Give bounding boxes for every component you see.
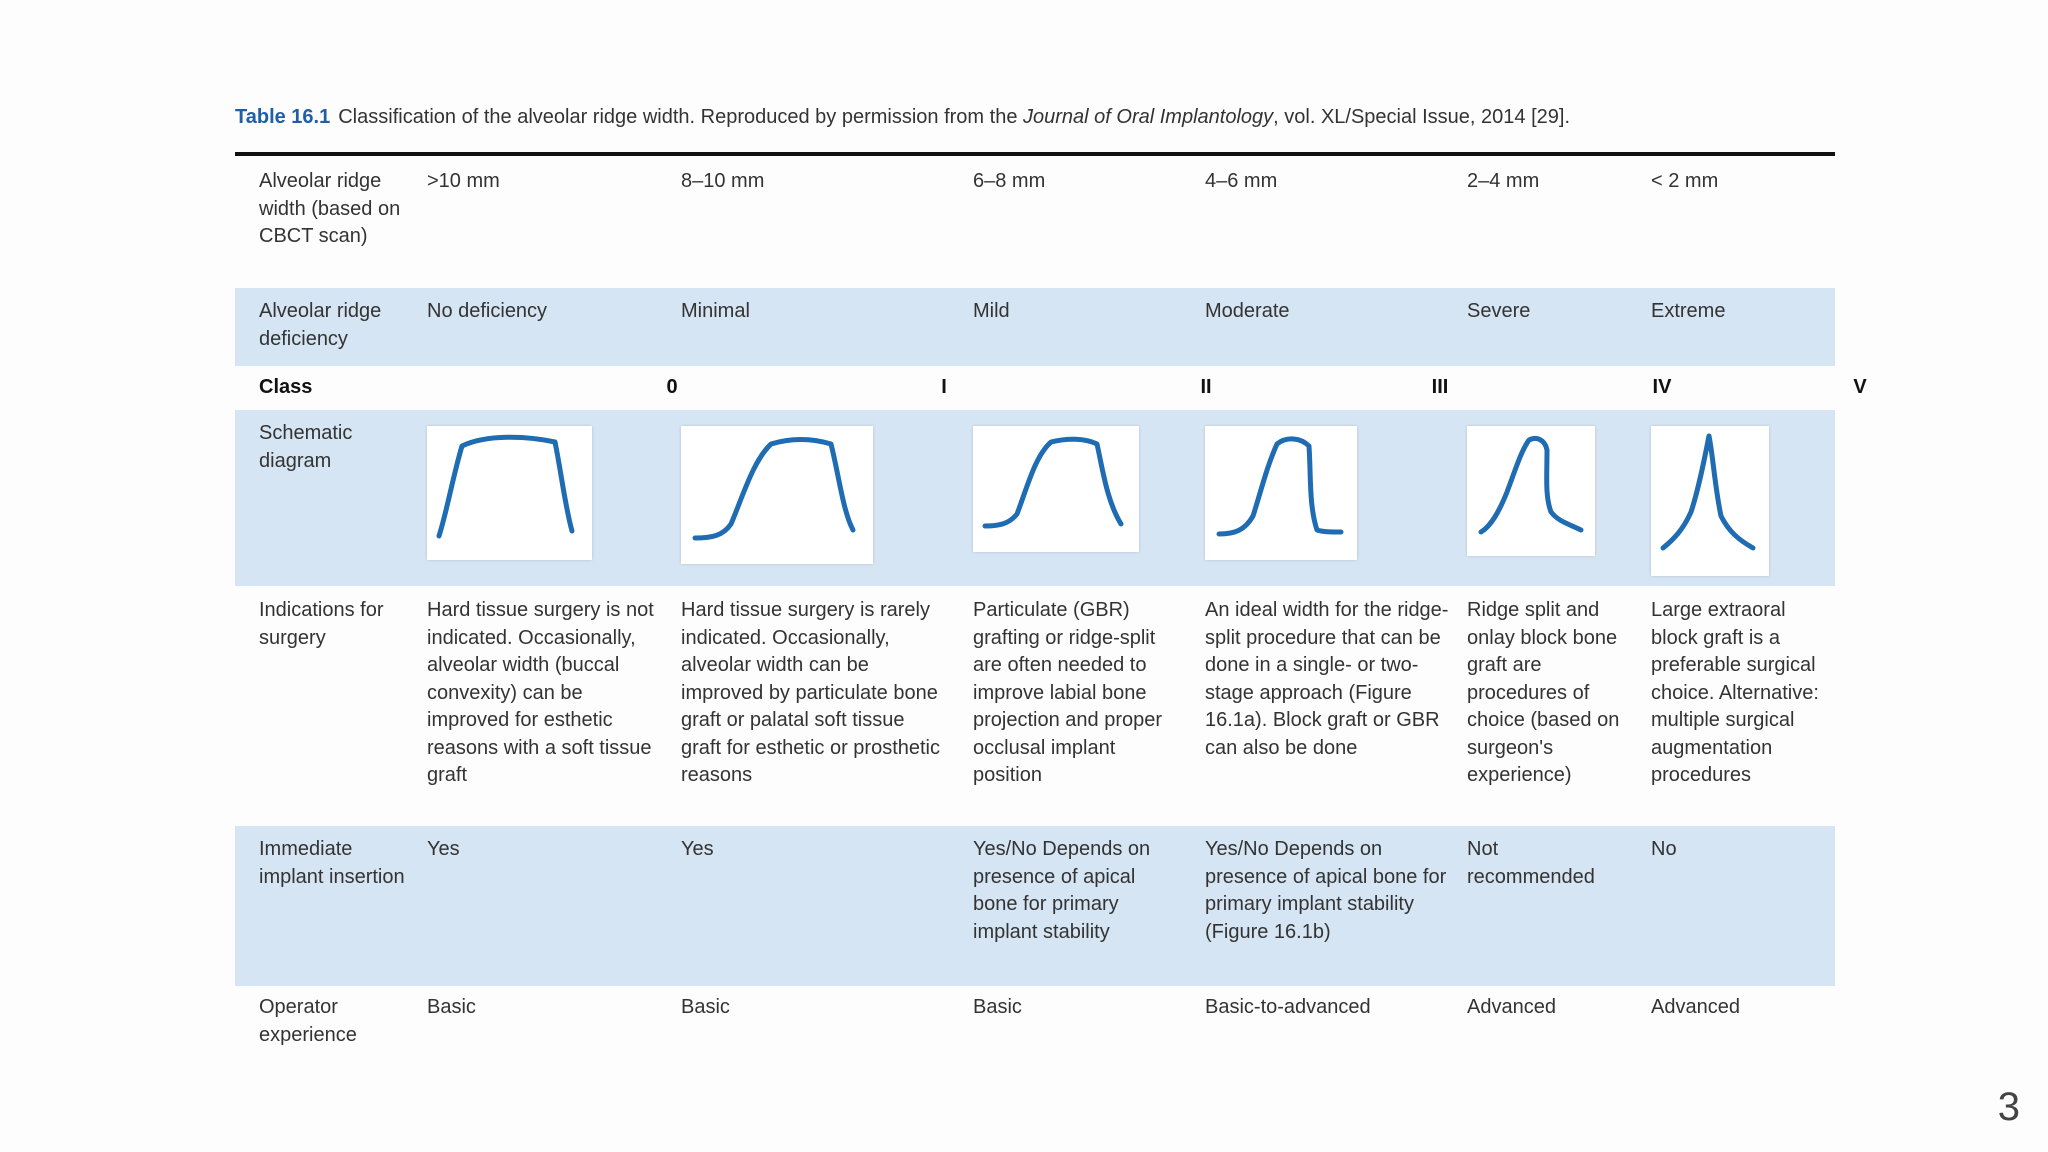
row-header: Schematic diagram <box>259 422 353 472</box>
table-cell: 2–4 mm <box>1467 170 1540 192</box>
table-cell: No <box>1651 838 1677 860</box>
table-cell: 4–6 mm <box>1205 170 1278 192</box>
table-cell: Yes <box>681 838 714 860</box>
table-cell: 8–10 mm <box>681 170 765 192</box>
row-class: Class 0 I II III IV V <box>235 366 1867 410</box>
ridge-class-III-icon <box>1205 426 1357 560</box>
ridge-class-I-icon <box>681 426 873 564</box>
caption-journal: Journal of Oral Implantology <box>1023 106 1274 128</box>
table-cell: < 2 mm <box>1651 170 1719 192</box>
table-cell: Yes <box>427 838 460 860</box>
classification-table: Alveolar ridge width (based on CBCT scan… <box>235 152 1867 1056</box>
ridge-class-II-icon <box>973 426 1139 552</box>
page-number: 3 <box>1997 1085 2020 1129</box>
row-indications: Indications for surgery Hard tissue surg… <box>235 586 1835 826</box>
table-cell: No deficiency <box>427 300 548 322</box>
table-cell: Basic <box>973 996 1022 1018</box>
table-cell: 6–8 mm <box>973 170 1046 192</box>
class-label: I <box>941 376 947 398</box>
row-operator-experience: Operator experience Basic Basic Basic Ba… <box>235 986 1835 1056</box>
class-label: IV <box>1652 376 1672 398</box>
table-cell: Extreme <box>1651 300 1726 322</box>
table-cell: Basic <box>427 996 476 1018</box>
table-cell: Large extraoral block graft is a prefera… <box>1651 599 1819 786</box>
class-label: III <box>1431 376 1449 398</box>
table-cell: Hard tissue surgery is rarely indicated.… <box>681 599 941 786</box>
table-cell: Basic <box>681 996 730 1018</box>
table-cell: Severe <box>1467 300 1531 322</box>
row-schematic: Schematic diagram <box>235 410 1835 586</box>
table-caption: Table 16.1 Classification of the alveolar… <box>235 106 1835 129</box>
caption-text-after: , vol. XL/Special Issue, 2014 [29]. <box>1273 106 1571 128</box>
row-header: Alveolar ridge deficiency <box>259 300 382 350</box>
table-cell: Hard tissue surgery is not indicated. Oc… <box>427 599 654 786</box>
table-cell: An ideal width for the ridge-split proce… <box>1205 599 1449 759</box>
row-ridge-width: Alveolar ridge width (based on CBCT scan… <box>235 156 1835 288</box>
table-cell: Ridge split and onlay block bone graft a… <box>1467 599 1620 786</box>
row-ridge-deficiency: Alveolar ridge deficiency No deficiency … <box>235 288 1835 366</box>
class-label: V <box>1853 376 1867 398</box>
table-cell: Yes/No Depends on presence of apical bon… <box>1205 838 1447 943</box>
caption-text-before: Classification of the alveolar ridge wid… <box>338 106 1024 128</box>
table-cell: >10 mm <box>427 170 500 192</box>
table-cell: Basic-to-advanced <box>1205 996 1371 1018</box>
ridge-class-0-icon <box>427 426 592 560</box>
ridge-class-V-icon <box>1651 426 1769 576</box>
table-cell: Advanced <box>1467 996 1556 1018</box>
class-label: 0 <box>666 376 678 398</box>
row-header: Indications for surgery <box>259 599 384 649</box>
row-header: Operator experience <box>259 996 357 1046</box>
table-cell: Mild <box>973 300 1010 322</box>
table-cell: Particulate (GBR) grafting or ridge-spli… <box>973 599 1163 786</box>
ridge-class-IV-icon <box>1467 426 1595 556</box>
table-cell: Yes/No Depends on presence of apical bon… <box>973 838 1151 943</box>
table-cell: Moderate <box>1205 300 1290 322</box>
row-header: Class <box>259 376 313 398</box>
table-cell: Not recommended <box>1467 838 1595 888</box>
table-label: Table 16.1 <box>235 106 331 128</box>
table-cell: Minimal <box>681 300 750 322</box>
table-cell: Advanced <box>1651 996 1740 1018</box>
row-header: Immediate implant insertion <box>259 838 405 888</box>
class-label: II <box>1200 376 1212 398</box>
row-immediate-implant: Immediate implant insertion Yes Yes Yes/… <box>235 826 1835 986</box>
row-header: Alveolar ridge width (based on CBCT scan… <box>259 170 401 247</box>
